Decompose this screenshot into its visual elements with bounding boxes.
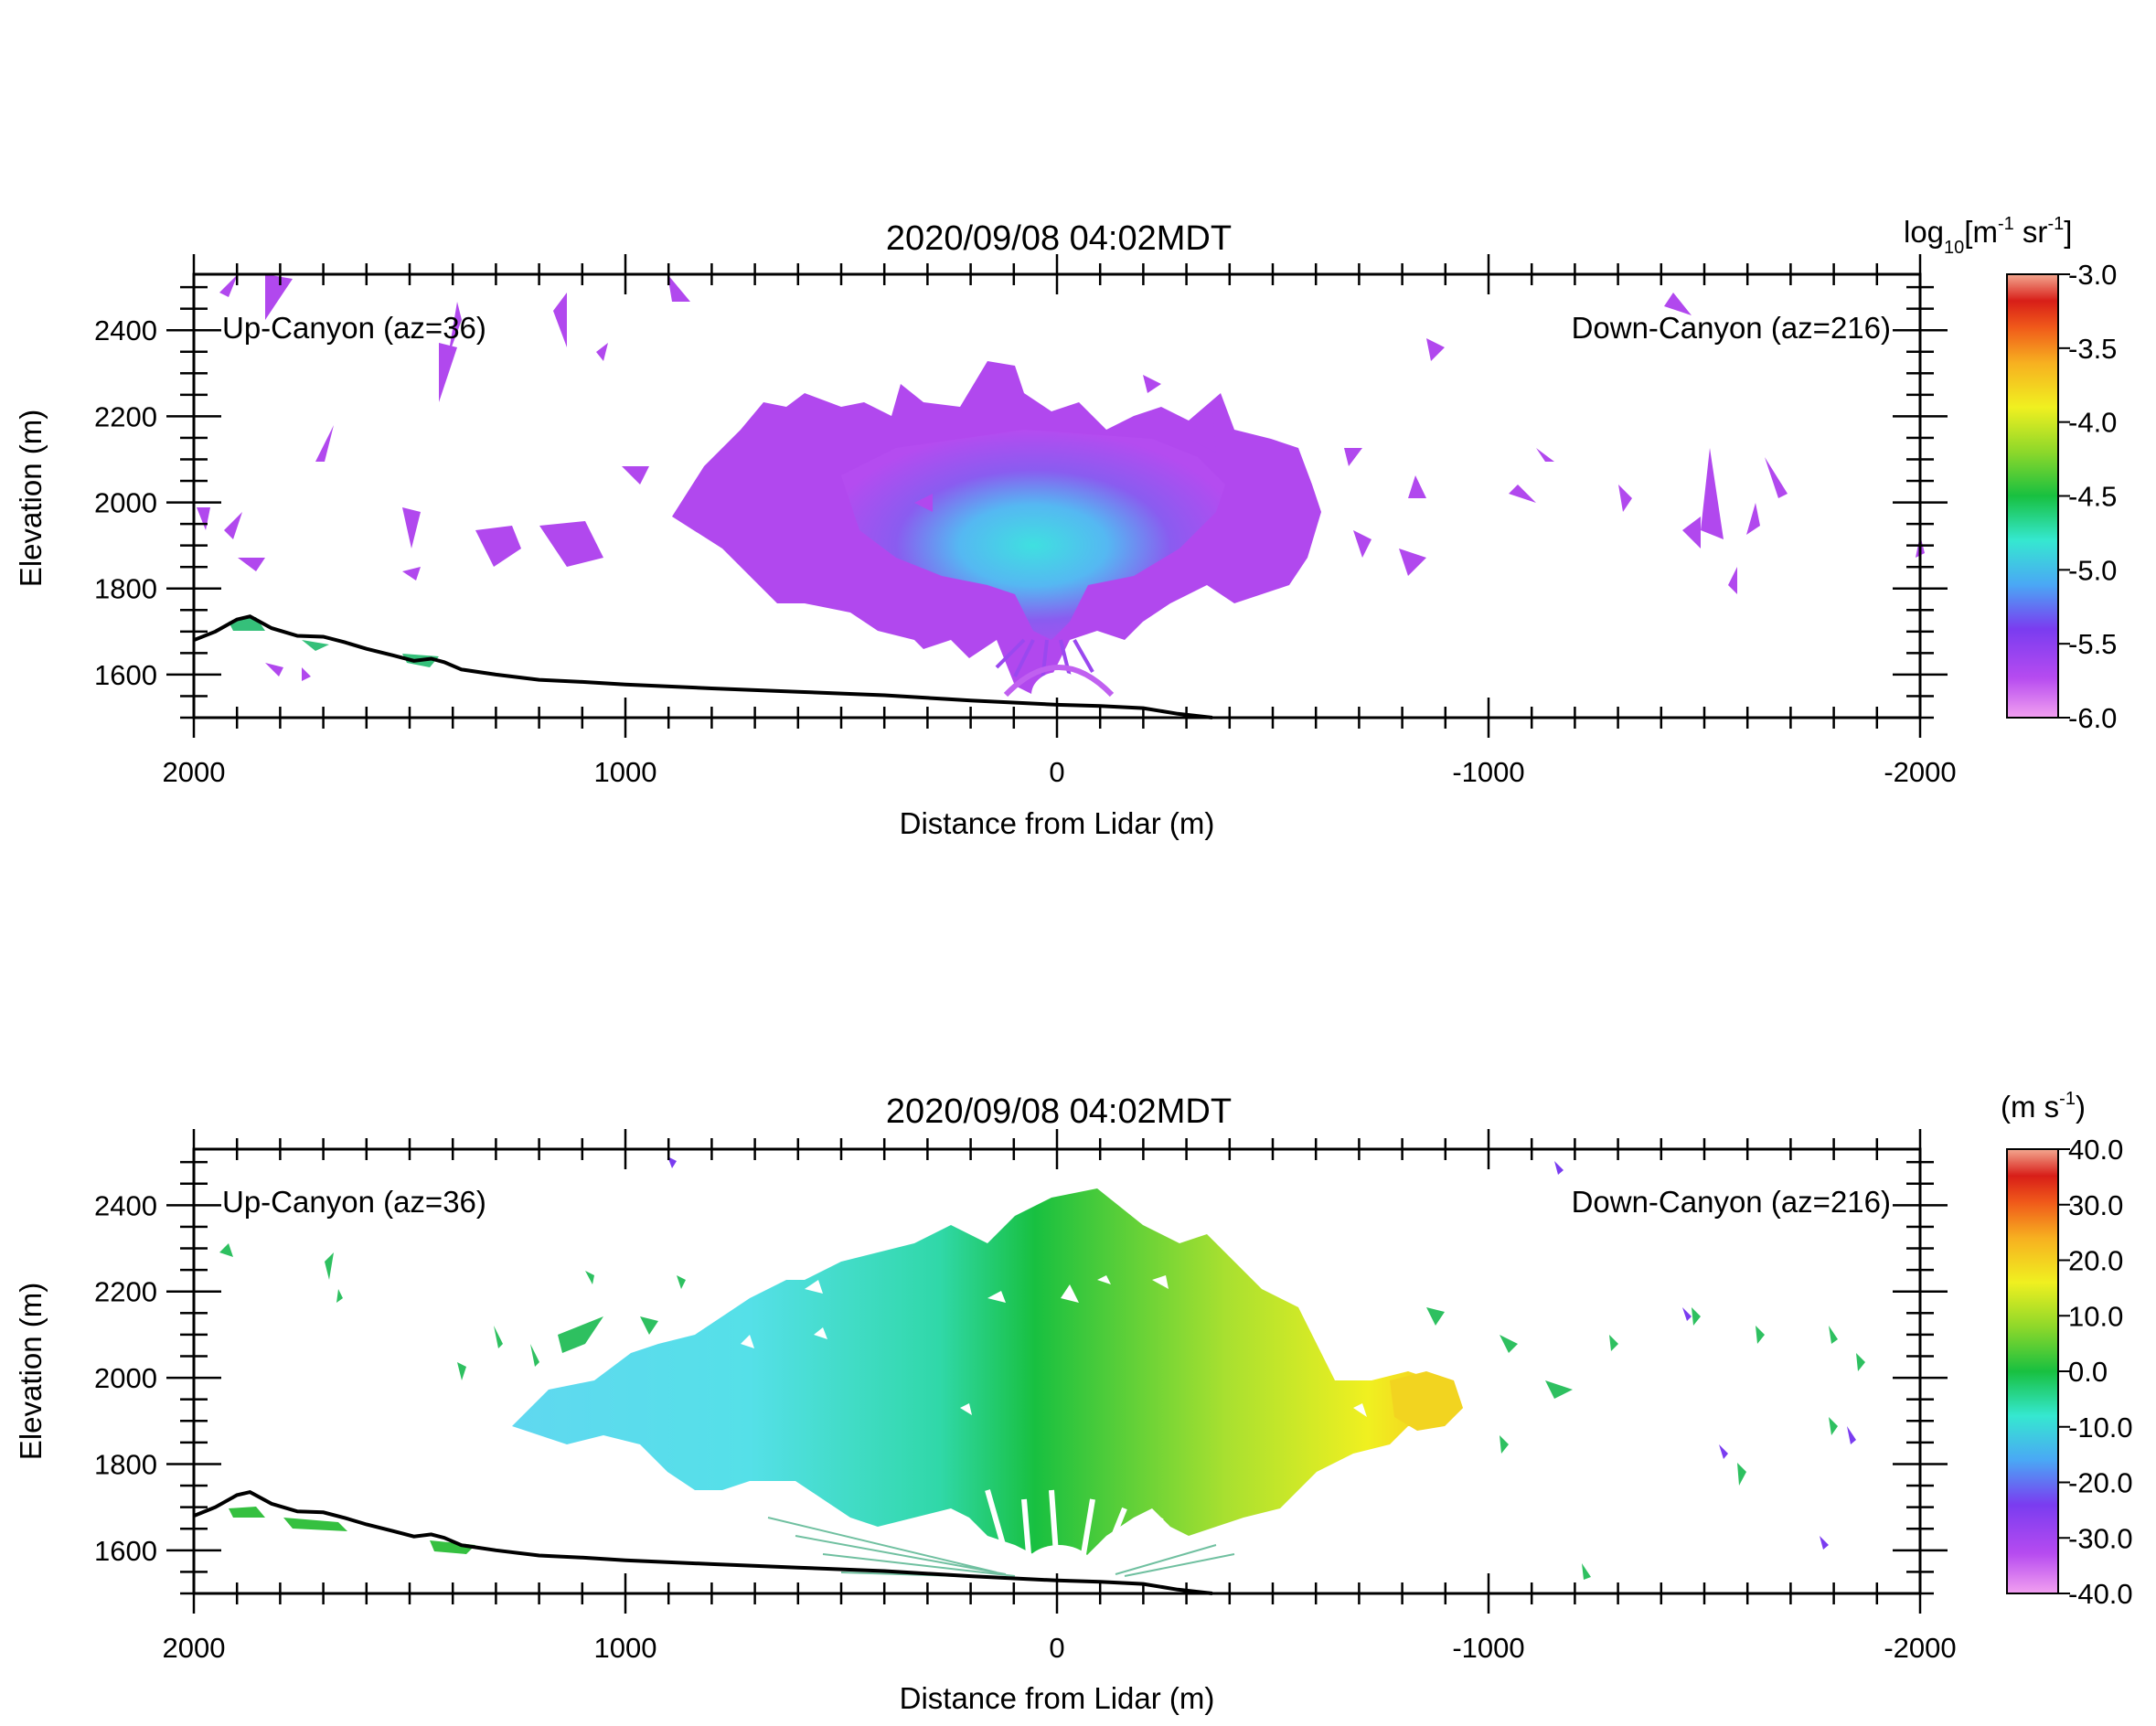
y-tick-label: 1800 bbox=[94, 1448, 157, 1480]
velocity-field bbox=[219, 1156, 1865, 1600]
colorbar-label: (m s-1) bbox=[2001, 1089, 2086, 1124]
backscatter-field bbox=[197, 274, 1925, 718]
y-tick-label: 2000 bbox=[94, 487, 157, 519]
x-tick-label: 2000 bbox=[163, 756, 226, 788]
velocity-rays bbox=[985, 1489, 1164, 1565]
y-tick-label: 2200 bbox=[94, 1276, 157, 1308]
colorbar-tick-label: -20.0 bbox=[2068, 1467, 2133, 1499]
colorbar-tick-label: -30.0 bbox=[2068, 1522, 2133, 1554]
annotation-up-canyon: Up-Canyon (az=36) bbox=[222, 311, 486, 345]
ground-clutter bbox=[229, 617, 439, 667]
y-axis-ticks: 1600 1800 2000 2200 2400 bbox=[94, 285, 1948, 719]
annotation-down-canyon: Down-Canyon (az=216) bbox=[1572, 311, 1891, 345]
terrain-line bbox=[193, 614, 1213, 719]
colorbar-tick-label: -6.0 bbox=[2068, 702, 2117, 734]
y-tick-label: 2400 bbox=[94, 314, 157, 346]
y-tick-label: 2000 bbox=[94, 1362, 157, 1394]
x-tick-label: -1000 bbox=[1452, 1632, 1524, 1664]
y-tick-label: 2400 bbox=[94, 1189, 157, 1221]
colorbar-tick-label: -10.0 bbox=[2068, 1412, 2133, 1444]
x-tick-label: -1000 bbox=[1452, 756, 1524, 788]
annotation-down-canyon: Down-Canyon (az=216) bbox=[1572, 1185, 1891, 1219]
colorbar-tick-label: 0.0 bbox=[2068, 1356, 2108, 1388]
velocity-plume bbox=[512, 1188, 1463, 1572]
colorbar-label: log10[m-1 sr-1] bbox=[1904, 214, 2072, 258]
x-tick-label: 2000 bbox=[163, 1632, 226, 1664]
y-tick-label: 1800 bbox=[94, 573, 157, 605]
colorbar-tick-label: -3.0 bbox=[2068, 259, 2117, 291]
colorbar-tick-label: 30.0 bbox=[2068, 1189, 2123, 1221]
x-tick-label: 1000 bbox=[594, 1632, 657, 1664]
colorbar-ticks: -3.0 -3.5 -4.0 -4.5 -5.0 -5.5 -6.0 bbox=[2058, 259, 2117, 734]
colorbar-tick-label: -40.0 bbox=[2068, 1578, 2133, 1610]
colorbar-tick-label: -5.0 bbox=[2068, 554, 2117, 586]
colorbar-tick-label: -3.5 bbox=[2068, 333, 2117, 365]
lidar-blind-zone bbox=[1031, 672, 1086, 718]
panel-title: 2020/09/08 04:02MDT bbox=[886, 1092, 1232, 1131]
y-axis-ticks: 1600 1800 2000 2200 2400 bbox=[94, 1160, 1948, 1595]
velocity-yellow-patch bbox=[1390, 1371, 1463, 1431]
y-axis-label: Elevation (m) bbox=[14, 1283, 48, 1460]
backscatter-core bbox=[841, 430, 1225, 640]
x-tick-label: 0 bbox=[1049, 1632, 1064, 1664]
x-axis-label: Distance from Lidar (m) bbox=[900, 1681, 1215, 1715]
annotation-up-canyon: Up-Canyon (az=36) bbox=[222, 1185, 486, 1219]
colorbar bbox=[2006, 1148, 2059, 1594]
y-tick-label: 1600 bbox=[94, 1535, 157, 1567]
x-tick-label: -2000 bbox=[1884, 756, 1956, 788]
backscatter-panel: 2020/09/08 04:02MDT 1600 1800 2000 2200 2400… bbox=[14, 214, 2117, 840]
terrain-line bbox=[193, 1489, 1213, 1595]
colorbar-tick-label: -4.5 bbox=[2068, 481, 2117, 513]
colorbar-tick-label: -4.0 bbox=[2068, 407, 2117, 439]
x-axis-label: Distance from Lidar (m) bbox=[900, 806, 1215, 840]
colorbar-tick-label: 10.0 bbox=[2068, 1300, 2123, 1332]
colorbar-ticks: 40.0 30.0 20.0 10.0 0.0 -10.0 -20.0 -30.0 -40.0 bbox=[2058, 1134, 2133, 1610]
x-tick-label: 0 bbox=[1049, 756, 1064, 788]
x-tick-label: -2000 bbox=[1884, 1632, 1956, 1664]
ground-clutter bbox=[229, 1507, 475, 1554]
colorbar-tick-label: 20.0 bbox=[2068, 1245, 2123, 1277]
panel-title: 2020/09/08 04:02MDT bbox=[886, 219, 1232, 258]
colorbar bbox=[2006, 273, 2059, 719]
y-tick-label: 1600 bbox=[94, 659, 157, 691]
y-axis-label: Elevation (m) bbox=[14, 410, 48, 587]
x-axis-ticks: 2000 1000 0 -1000 -2000 bbox=[163, 1129, 1957, 1664]
near-lidar-arc bbox=[1003, 665, 1115, 698]
lidar-blind-zone bbox=[1022, 1545, 1095, 1600]
x-tick-label: 1000 bbox=[594, 756, 657, 788]
y-tick-label: 2200 bbox=[94, 400, 157, 432]
colorbar-tick-label: 40.0 bbox=[2068, 1134, 2123, 1166]
backscatter-rays bbox=[995, 638, 1094, 682]
velocity-panel: 2020/09/08 04:02MDT 1600 1800 2000 2200 2400… bbox=[14, 1089, 2133, 1715]
x-axis-ticks: 2000 1000 0 -1000 -2000 bbox=[163, 254, 1957, 788]
colorbar-tick-label: -5.5 bbox=[2068, 628, 2117, 660]
